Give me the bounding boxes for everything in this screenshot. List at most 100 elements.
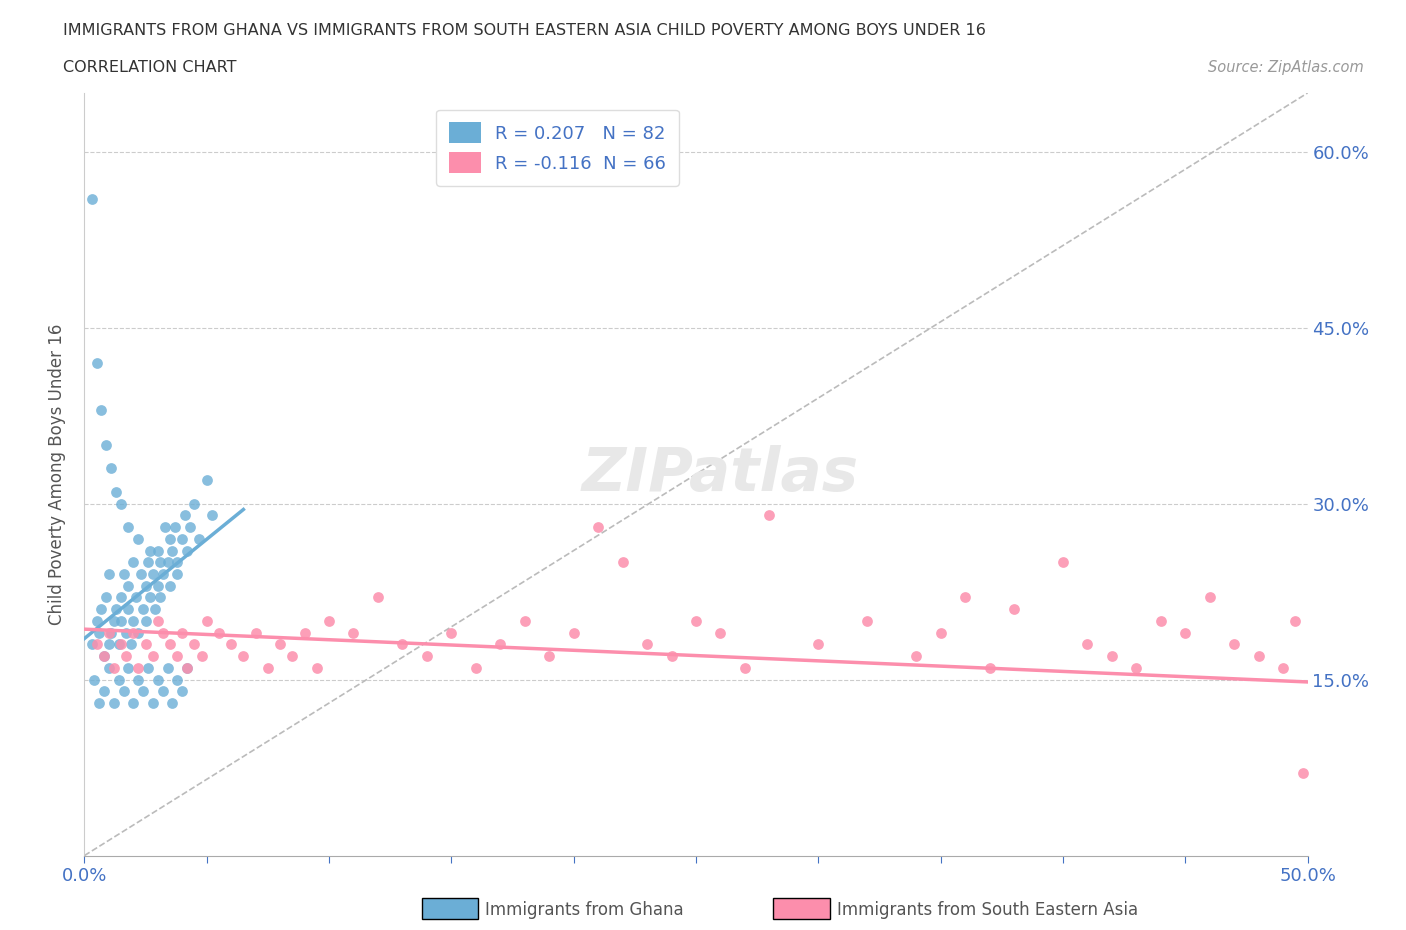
Point — [122, 614, 145, 629]
Point — [100, 461, 122, 476]
Point — [87, 696, 110, 711]
Point — [142, 649, 165, 664]
Point — [136, 555, 159, 570]
Point — [176, 543, 198, 558]
Point — [86, 614, 108, 629]
Point — [127, 672, 149, 687]
Y-axis label: Child Poverty Among Boys Under 16: Child Poverty Among Boys Under 16 — [48, 324, 66, 625]
Point — [127, 531, 149, 546]
Point — [172, 531, 194, 546]
Point — [1198, 590, 1220, 604]
Point — [1272, 660, 1295, 675]
Point — [149, 590, 172, 604]
Point — [139, 543, 162, 558]
Point — [97, 637, 120, 652]
Point — [188, 531, 211, 546]
Text: Immigrants from Ghana: Immigrants from Ghana — [485, 900, 683, 919]
Point — [110, 497, 132, 512]
Point — [105, 485, 128, 499]
Point — [152, 566, 174, 581]
Point — [146, 543, 169, 558]
Point — [219, 637, 242, 652]
Point — [100, 625, 122, 640]
Point — [367, 590, 389, 604]
Point — [90, 602, 112, 617]
Point — [176, 660, 198, 675]
Point — [129, 566, 152, 581]
Point — [110, 637, 132, 652]
Point — [86, 637, 108, 652]
Point — [1284, 614, 1306, 629]
Point — [86, 355, 108, 370]
Point — [464, 660, 486, 675]
Point — [112, 684, 135, 698]
Point — [342, 625, 364, 640]
Point — [162, 543, 184, 558]
Point — [93, 684, 115, 698]
Point — [183, 637, 205, 652]
Point — [1223, 637, 1246, 652]
Point — [97, 625, 120, 640]
Point — [93, 649, 115, 664]
Point — [83, 672, 105, 687]
Point — [612, 555, 634, 570]
Point — [132, 684, 155, 698]
Point — [176, 660, 198, 675]
Point — [513, 614, 536, 629]
Point — [136, 660, 159, 675]
Point — [90, 403, 112, 418]
Point — [318, 614, 340, 629]
Point — [103, 696, 125, 711]
Point — [153, 520, 176, 535]
Point — [142, 566, 165, 581]
Point — [117, 660, 139, 675]
Point — [1247, 649, 1270, 664]
Point — [440, 625, 463, 640]
Point — [586, 520, 609, 535]
Text: IMMIGRANTS FROM GHANA VS IMMIGRANTS FROM SOUTH EASTERN ASIA CHILD POVERTY AMONG : IMMIGRANTS FROM GHANA VS IMMIGRANTS FROM… — [63, 23, 986, 38]
Point — [125, 590, 148, 604]
Point — [1174, 625, 1197, 640]
Point — [143, 602, 166, 617]
Point — [245, 625, 267, 640]
Text: ZIPatlas: ZIPatlas — [582, 445, 859, 504]
Point — [117, 602, 139, 617]
Point — [1292, 766, 1315, 781]
Point — [734, 660, 756, 675]
Point — [162, 696, 184, 711]
Point — [305, 660, 328, 675]
Text: Source: ZipAtlas.com: Source: ZipAtlas.com — [1208, 60, 1364, 75]
Point — [122, 555, 145, 570]
Point — [179, 520, 201, 535]
Point — [115, 625, 138, 640]
Point — [93, 649, 115, 664]
Point — [166, 672, 188, 687]
Point — [166, 555, 188, 570]
Point — [122, 625, 145, 640]
Point — [87, 625, 110, 640]
Point — [257, 660, 280, 675]
Point — [159, 531, 181, 546]
Point — [391, 637, 413, 652]
Point — [166, 649, 188, 664]
Point — [709, 625, 731, 640]
Point — [115, 649, 138, 664]
Point — [156, 555, 179, 570]
Point — [195, 472, 218, 487]
Point — [117, 520, 139, 535]
Point — [146, 672, 169, 687]
Point — [1101, 649, 1123, 664]
Point — [195, 614, 218, 629]
Point — [96, 590, 118, 604]
Point — [120, 637, 142, 652]
Point — [685, 614, 707, 629]
Point — [281, 649, 304, 664]
Point — [80, 637, 103, 652]
Point — [135, 637, 157, 652]
Point — [117, 578, 139, 593]
Point — [152, 684, 174, 698]
Point — [807, 637, 830, 652]
Point — [758, 508, 780, 523]
Point — [269, 637, 291, 652]
Point — [661, 649, 683, 664]
